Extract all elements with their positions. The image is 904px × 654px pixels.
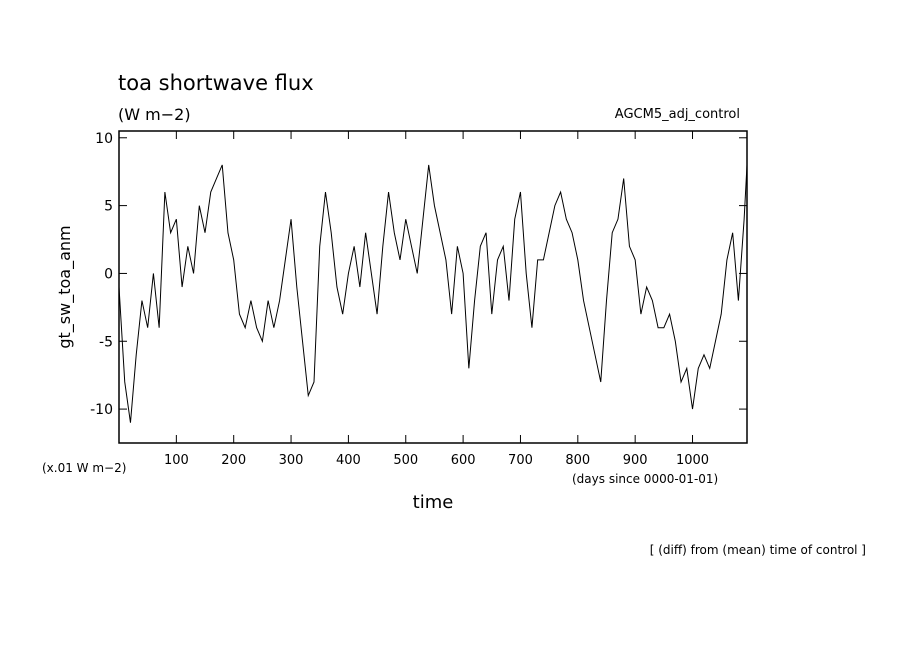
y-tick-label: 5 xyxy=(104,199,113,215)
x-tick-label: 600 xyxy=(451,453,476,468)
chart-subtitle: (W m−2) xyxy=(118,105,191,124)
x-tick-label: 300 xyxy=(279,453,304,468)
x-tick-label: 900 xyxy=(623,453,648,468)
footer-note: [ (diff) from (mean) time of control ] xyxy=(650,543,866,557)
chart-title: toa shortwave flux xyxy=(118,71,314,95)
x-axis-label: time xyxy=(413,492,454,513)
x-tick-label: 100 xyxy=(164,453,189,468)
x-tick-label: 500 xyxy=(393,453,418,468)
x-tick-label: 800 xyxy=(565,453,590,468)
y-tick-label: 0 xyxy=(104,266,113,282)
y-tick-label: 10 xyxy=(95,131,113,147)
y-tick-label: -5 xyxy=(99,334,113,350)
y-tick-label: -10 xyxy=(90,402,113,418)
data-line xyxy=(118,164,748,423)
y-axis-label: gt_sw_toa_anm xyxy=(55,225,75,348)
x-tick-label: 700 xyxy=(508,453,533,468)
plot-frame xyxy=(118,130,748,444)
x-tick-label: 200 xyxy=(221,453,246,468)
x-units: (days since 0000-01-01) xyxy=(572,472,718,486)
x-tick-label: 1000 xyxy=(676,453,709,468)
y-units: (x.01 W m−2) xyxy=(42,461,126,475)
x-tick-label: 400 xyxy=(336,453,361,468)
run-label: AGCM5_adj_control xyxy=(615,107,740,122)
